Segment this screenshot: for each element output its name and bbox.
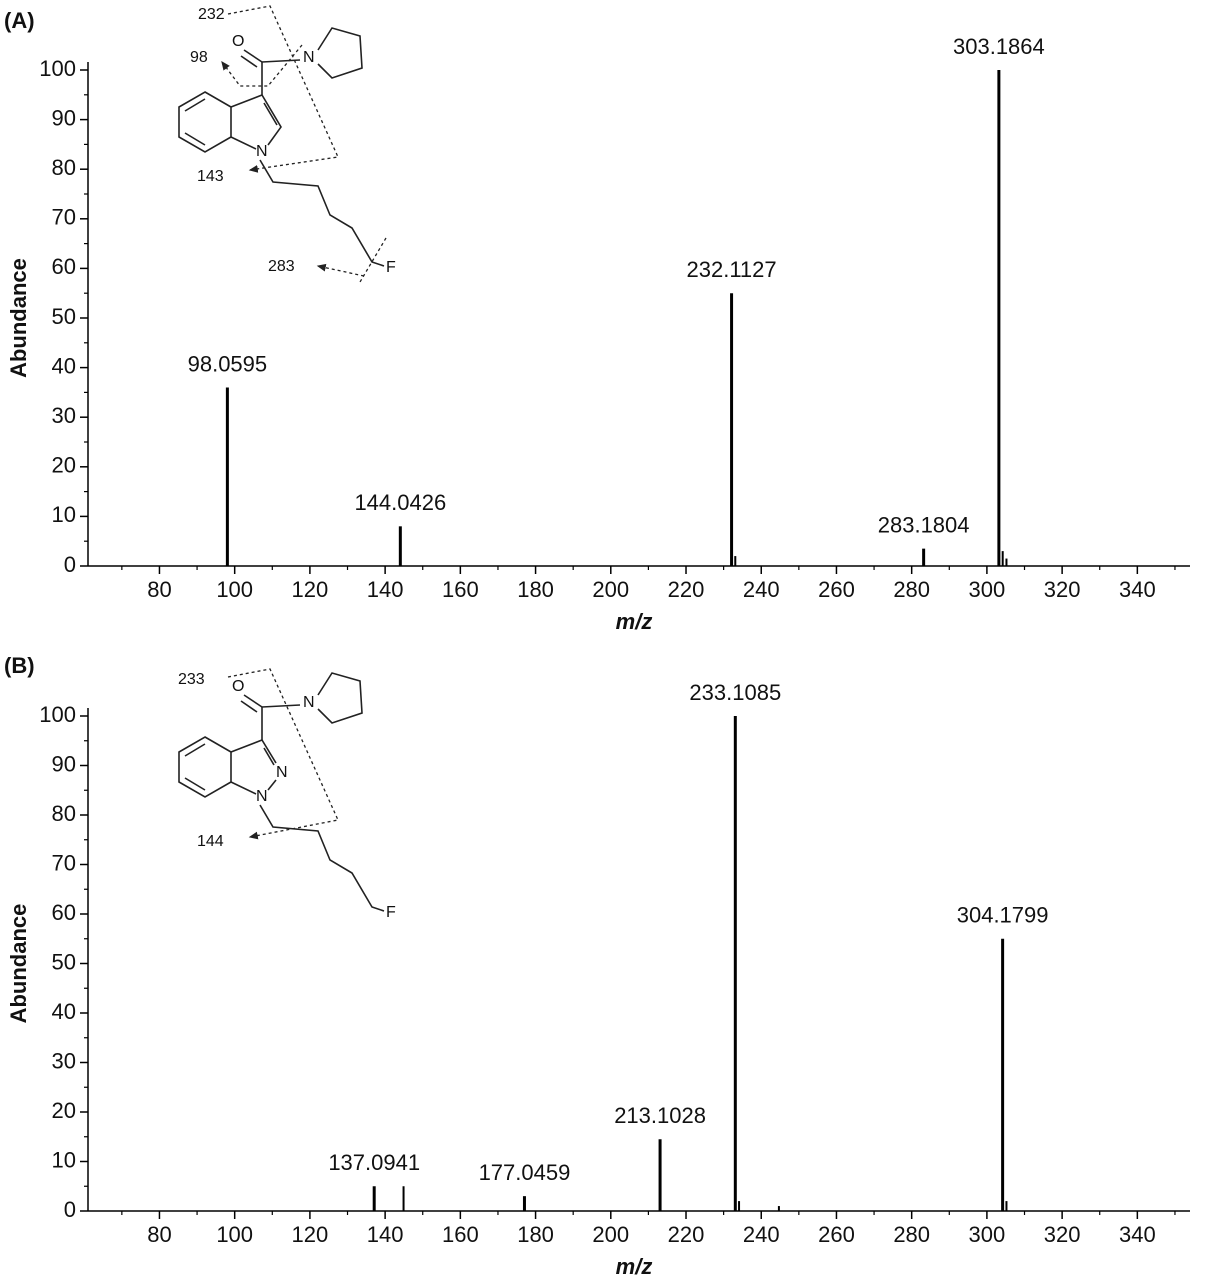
structure: 233 144 O N N N F — [178, 668, 396, 921]
y-tick-label: 40 — [52, 999, 76, 1024]
y-tick-label: 40 — [52, 353, 76, 378]
x-tick-label: 320 — [1044, 577, 1081, 602]
x-tick-label: 240 — [743, 1222, 780, 1247]
peak-label: 283.1804 — [878, 512, 970, 537]
atom-label: O — [232, 33, 244, 50]
x-tick-label: 180 — [517, 1222, 554, 1247]
y-tick-label: 50 — [52, 304, 76, 329]
x-tick-label: 100 — [216, 577, 253, 602]
y-tick-label: 80 — [52, 155, 76, 180]
peak-label: 303.1864 — [953, 34, 1045, 59]
y-tick-label: 70 — [52, 850, 76, 875]
fragment-label: 98 — [190, 49, 208, 66]
y-tick-label: 60 — [52, 254, 76, 279]
y-tick-label: 10 — [52, 1147, 76, 1172]
peak-label: 98.0595 — [188, 351, 268, 376]
atom-label: F — [386, 259, 396, 276]
atom-label: N — [256, 143, 268, 160]
peak-label: 144.0426 — [354, 490, 446, 515]
x-tick-label: 220 — [668, 1222, 705, 1247]
x-tick-label: 340 — [1119, 1222, 1156, 1247]
x-tick-label: 200 — [592, 577, 629, 602]
peak-label: 233.1085 — [689, 680, 781, 705]
atom-label: N — [276, 764, 288, 781]
x-tick-label: 340 — [1119, 577, 1156, 602]
x-tick-label: 160 — [442, 577, 479, 602]
y-tick-label: 70 — [52, 205, 76, 230]
atom-label: O — [232, 678, 244, 695]
fragment-label: 143 — [197, 168, 224, 185]
x-tick-label: 100 — [216, 1222, 253, 1247]
y-tick-label: 30 — [52, 1048, 76, 1073]
fragment-label: 233 — [178, 671, 205, 688]
peak-label: 232.1127 — [687, 257, 777, 282]
atom-label: N — [303, 694, 315, 711]
x-tick-label: 160 — [442, 1222, 479, 1247]
x-axis-title: m/z — [616, 1254, 653, 1279]
peak-label: 213.1028 — [614, 1103, 706, 1128]
y-tick-label: 80 — [52, 801, 76, 826]
y-tick-label: 0 — [64, 552, 76, 577]
x-tick-label: 80 — [147, 1222, 171, 1247]
atom-label: N — [303, 49, 315, 66]
y-tick-label: 50 — [52, 949, 76, 974]
x-tick-label: 320 — [1044, 1222, 1081, 1247]
y-tick-label: 0 — [64, 1197, 76, 1222]
y-tick-label: 90 — [52, 105, 76, 130]
x-tick-label: 140 — [367, 577, 404, 602]
x-tick-label: 280 — [893, 577, 930, 602]
y-tick-label: 60 — [52, 900, 76, 925]
x-tick-label: 300 — [969, 1222, 1006, 1247]
x-tick-label: 300 — [969, 577, 1006, 602]
x-tick-label: 280 — [893, 1222, 930, 1247]
peak-label: 177.0459 — [479, 1160, 571, 1185]
x-tick-label: 120 — [292, 1222, 329, 1247]
x-tick-label: 240 — [743, 577, 780, 602]
y-tick-label: 20 — [52, 1098, 76, 1123]
peak-label: 137.0941 — [328, 1150, 420, 1175]
x-tick-label: 120 — [292, 577, 329, 602]
x-tick-label: 200 — [592, 1222, 629, 1247]
x-tick-label: 180 — [517, 577, 554, 602]
x-tick-label: 260 — [818, 577, 855, 602]
atom-label: N — [256, 788, 268, 805]
y-tick-label: 10 — [52, 502, 76, 527]
y-tick-label: 100 — [39, 702, 76, 727]
structure: 232 98 143 283 O N N F — [178, 5, 396, 283]
peak-label: 304.1799 — [957, 903, 1049, 928]
x-tick-label: 260 — [818, 1222, 855, 1247]
x-axis-title: m/z — [616, 609, 653, 634]
fragment-label: 232 — [198, 6, 225, 23]
x-tick-label: 220 — [668, 577, 705, 602]
panel-label: (A) — [4, 8, 35, 33]
y-axis-title: Abundance — [6, 258, 31, 378]
y-axis-title: Abundance — [6, 904, 31, 1024]
fragment-label: 144 — [197, 833, 224, 850]
atom-label: F — [386, 904, 396, 921]
y-tick-label: 90 — [52, 751, 76, 776]
x-tick-label: 80 — [147, 577, 171, 602]
y-tick-label: 30 — [52, 403, 76, 428]
fragment-label: 283 — [268, 258, 295, 275]
y-tick-label: 20 — [52, 453, 76, 478]
y-tick-label: 100 — [39, 56, 76, 81]
x-tick-label: 140 — [367, 1222, 404, 1247]
panel-label: (B) — [4, 653, 35, 678]
